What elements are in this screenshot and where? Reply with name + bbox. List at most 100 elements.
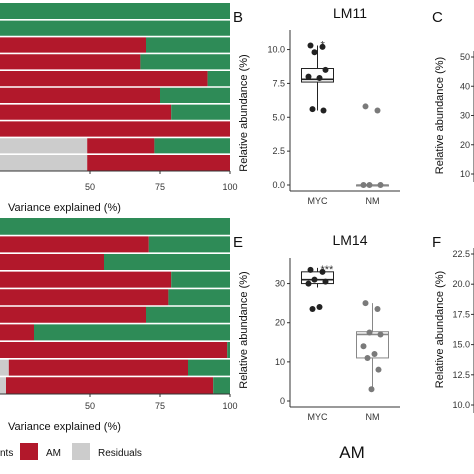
data-point [307, 42, 314, 49]
y-tick-label: 10 [460, 169, 470, 179]
data-point [362, 103, 369, 110]
legend-label: Residuals [98, 448, 142, 459]
bar-segment-nts [34, 323, 230, 342]
bar-segment-am [87, 154, 230, 171]
y-tick-label: 20 [460, 140, 470, 150]
y-tick-label: 17.5 [452, 309, 470, 319]
bar-segment-nts [146, 36, 230, 54]
data-point [309, 306, 316, 313]
data-point [320, 107, 327, 114]
data-point [360, 182, 367, 188]
bar-segment-residuals [0, 154, 88, 171]
y-tick-label: 0.0 [272, 180, 285, 190]
panel-c-axis: 10 20 30 40 50 Relative abundance (%) [434, 51, 474, 182]
panel-label-b: B [233, 9, 243, 26]
y-tick-label: 7.5 [272, 78, 285, 88]
data-point [368, 386, 375, 393]
y-tick-label: 12.5 [452, 370, 470, 380]
y-tick-label: 2.5 [272, 146, 285, 156]
bar-segment-nts [188, 358, 230, 377]
data-point [309, 106, 316, 113]
panel-f-axis: 10.0 12.5 15.0 17.5 20.0 22.5 Relative abundan… [434, 248, 474, 413]
panel-b-box-chart: 0.0 2.5 5.0 7.5 10.0 MYC NM LM11 Relative abunda… [238, 5, 400, 206]
bar-segment-residuals [0, 376, 6, 394]
data-point [364, 354, 371, 361]
panel-d-bar-chart: 05075100Variance explained (%) [0, 218, 238, 433]
data-point [319, 268, 326, 275]
bar-segment-nts [146, 306, 230, 324]
data-point [377, 331, 384, 338]
x-tick-label: 75 [155, 182, 165, 192]
bar-segment-nts [168, 288, 230, 306]
bar-segment-am [0, 53, 141, 71]
panel-a-bar-chart: 05075100Variance explained (%) [0, 3, 238, 214]
box-body [301, 271, 334, 285]
bottom-title: AM [339, 443, 365, 462]
y-tick-label: 22.5 [452, 249, 470, 259]
bar-segment-am [0, 323, 35, 342]
bar-segment-am [0, 270, 172, 289]
data-point [322, 278, 329, 285]
bar-segment-am [0, 70, 208, 87]
y-tick-label: 10.0 [452, 400, 470, 410]
bar-segment-am [0, 87, 160, 104]
bar-segment-nts [0, 3, 230, 20]
x-tick-label: 50 [85, 401, 95, 411]
data-point [322, 66, 329, 73]
y-tick-label: 15.0 [452, 340, 470, 350]
y-tick-label: 30 [275, 279, 285, 289]
bar-segment-am [87, 137, 155, 155]
bar-segment-am [0, 341, 228, 359]
bar-segment-nts [160, 87, 230, 104]
y-tick-label: 10.0 [267, 45, 285, 55]
legend-label: AM [46, 448, 61, 459]
bar-segment-nts [213, 376, 230, 394]
bar-segment-residuals [0, 137, 88, 155]
data-point [366, 182, 373, 188]
y-axis-label: Relative abundance (%) [238, 271, 250, 388]
y-tick-label: 20 [275, 318, 285, 328]
data-point [375, 366, 382, 373]
panel-title: LM11 [333, 5, 367, 21]
bar-segment-nts [227, 341, 230, 359]
bar-segment-am [0, 235, 149, 254]
x-tick-label: NM [366, 196, 380, 206]
panel-label-f: F [432, 234, 441, 251]
y-tick-label: 10 [275, 357, 285, 367]
bar-segment-am [8, 358, 188, 377]
y-tick-label: 5.0 [272, 112, 285, 122]
bar-segment-nts [171, 103, 230, 121]
data-point [305, 73, 312, 80]
bar-segment-am [0, 253, 104, 271]
data-point [374, 107, 381, 114]
bar-segment-nts [140, 53, 230, 71]
legend-swatch [20, 443, 38, 460]
panel-e-box-chart: 0 10 20 30 MYC NM LM14 Relative abundance (%) **… [238, 232, 400, 422]
data-point [377, 182, 384, 188]
data-point [360, 343, 367, 350]
x-axis-label: Variance explained (%) [8, 421, 121, 433]
legend-label: nts [0, 448, 13, 459]
y-tick-label: 30 [460, 111, 470, 121]
bar-segment-nts [0, 19, 230, 37]
y-tick-label: 20.0 [452, 279, 470, 289]
x-tick-label: 50 [85, 182, 95, 192]
significance-annotation: *** [321, 264, 335, 276]
bar-segment-nts [154, 137, 230, 155]
y-axis-label: Relative abundance (%) [434, 271, 446, 388]
data-point [305, 280, 312, 287]
bar-segment-nts [207, 70, 230, 87]
panel-label-e: E [233, 234, 243, 251]
y-tick-label: 0 [280, 396, 285, 406]
y-axis-label: Relative abundance (%) [238, 54, 250, 171]
bar-segment-am [0, 306, 147, 324]
bar-segment-nts [148, 235, 230, 254]
panel-label-c: C [432, 9, 443, 26]
bar-segment-am [6, 376, 214, 394]
data-point [366, 329, 373, 336]
data-point [311, 49, 318, 56]
x-axis-label: Variance explained (%) [8, 202, 121, 214]
y-tick-label: 50 [460, 52, 470, 62]
bar-segment-nts [0, 218, 231, 236]
y-tick-label: 40 [460, 81, 470, 91]
